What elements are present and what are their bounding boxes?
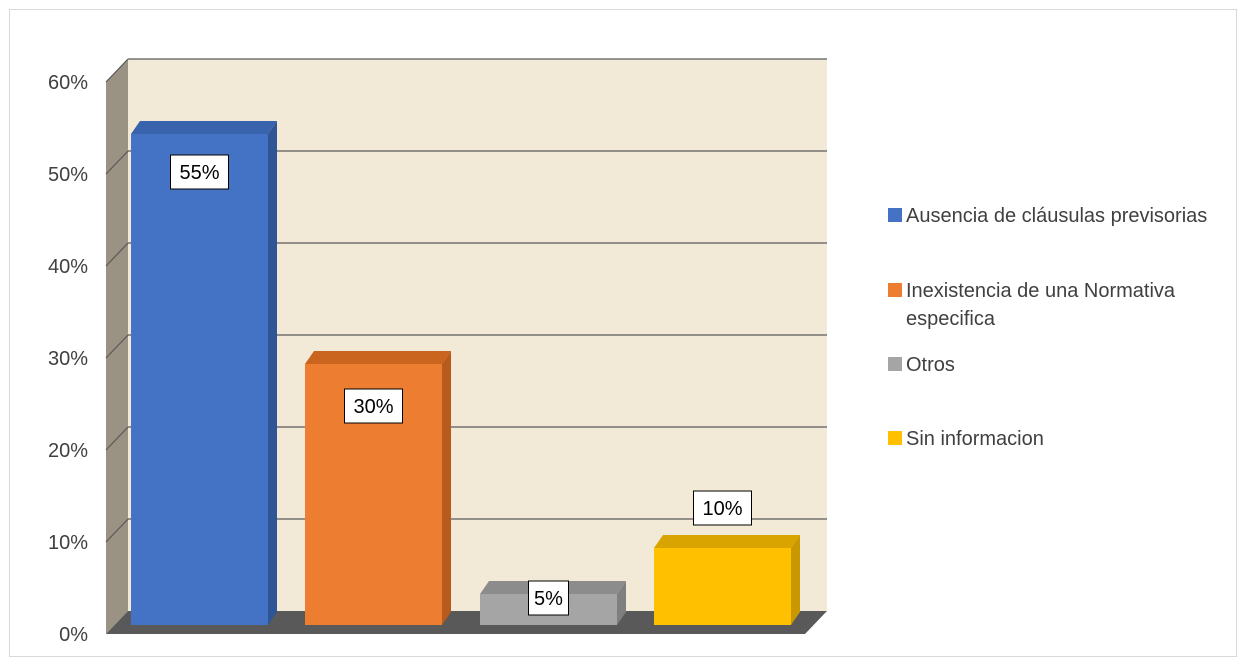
- legend-label: Inexistencia de una Normativa: [906, 280, 1176, 302]
- bar-side: [791, 535, 800, 625]
- bar-top: [305, 351, 451, 364]
- legend-swatch: [888, 431, 902, 445]
- legend-swatch: [888, 357, 902, 371]
- legend-swatch: [888, 283, 902, 297]
- bar-side: [268, 121, 277, 625]
- y-tick-label: 30%: [48, 348, 88, 370]
- side-gridline: [105, 334, 129, 359]
- data-label-box: [344, 388, 403, 424]
- data-label: 30%: [353, 396, 393, 418]
- y-tick-label: 40%: [48, 256, 88, 278]
- side-gridline: [105, 242, 129, 267]
- legend-label: Ausencia de cláusulas previsorias: [906, 205, 1207, 227]
- bar: [654, 548, 791, 625]
- data-label-box: [528, 580, 569, 616]
- data-label-box: [693, 490, 752, 526]
- y-tick-label: 50%: [48, 164, 88, 186]
- bar-top: [654, 535, 800, 548]
- side-gridline: [105, 426, 129, 451]
- y-tick-label: 10%: [48, 532, 88, 554]
- legend-label: Otros: [906, 354, 955, 376]
- data-label-box: [170, 154, 229, 190]
- data-label: 55%: [179, 162, 219, 184]
- y-tick-label: 60%: [48, 72, 88, 94]
- y-tick-label: 0%: [59, 624, 88, 646]
- floor: [106, 611, 827, 634]
- side-gridline: [105, 150, 129, 175]
- legend-label: Sin informacion: [906, 428, 1044, 450]
- legend-swatch: [888, 208, 902, 222]
- side-gridline: [105, 58, 129, 83]
- side-gridline: [105, 518, 129, 543]
- data-label: 5%: [534, 588, 563, 610]
- bar-side: [442, 351, 451, 625]
- y-tick-label: 20%: [48, 440, 88, 462]
- legend-label: especifica: [906, 308, 996, 330]
- bar-side: [617, 581, 626, 625]
- data-label: 10%: [702, 498, 742, 520]
- bar: [131, 134, 268, 625]
- bar-top: [131, 121, 277, 134]
